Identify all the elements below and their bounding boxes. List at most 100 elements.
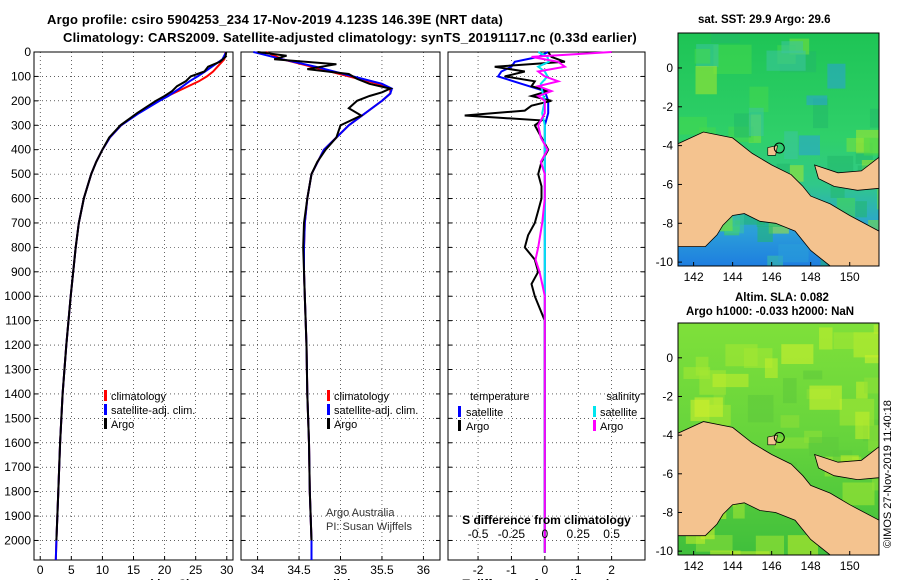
map-cell <box>809 385 842 410</box>
map-y-tick-label: -6 <box>662 177 673 191</box>
sla-map-title-line1: Altim. SLA: 0.082 <box>735 292 829 304</box>
y-tick-label: 1500 <box>4 411 31 425</box>
map-cell <box>764 358 778 379</box>
y-tick-label: 300 <box>11 118 31 132</box>
map-cell <box>774 437 809 449</box>
y-tick-label: 600 <box>11 192 31 206</box>
x-tick-label: 34.5 <box>287 563 311 577</box>
map-cell <box>683 367 711 379</box>
legend-label: satellite-adj. clim. <box>111 405 195 417</box>
y-tick-label: 800 <box>11 240 31 254</box>
legend-swatch <box>593 420 596 431</box>
map-cell <box>710 550 741 555</box>
map-y-tick-label: 0 <box>666 351 673 365</box>
chart-title-line2: Climatology: CARS2009. Satellite-adjuste… <box>63 30 637 45</box>
y-tick-label: 1300 <box>4 363 31 377</box>
map-cell <box>806 95 828 106</box>
map-cell <box>780 415 800 428</box>
panel-differences <box>447 51 646 561</box>
legend-label: satellite-adj. clim. <box>334 405 418 417</box>
map-cell <box>813 98 829 129</box>
y-tick-label: 0 <box>24 45 31 59</box>
x-tick-label: 1 <box>575 563 582 577</box>
y-tick-label: 2000 <box>4 533 31 547</box>
map-y-tick-label: -2 <box>662 100 673 114</box>
map-y-tick-label: 0 <box>666 61 673 75</box>
y-tick-label: 1800 <box>4 485 31 499</box>
legend-swatch <box>104 418 107 429</box>
legend-swatch <box>593 406 596 417</box>
y-tick-label: 1000 <box>4 289 31 303</box>
legend-label: climatology <box>111 391 167 403</box>
map-cell <box>809 437 839 457</box>
map-y-tick-label: -4 <box>662 428 673 442</box>
map-cell <box>873 324 879 334</box>
x-axis-label: T difference from climatology <box>462 577 630 580</box>
map-y-tick-label: -8 <box>662 505 673 519</box>
x-tick-label: 10 <box>96 563 110 577</box>
map-cell <box>842 482 875 506</box>
land-new-guinea <box>678 421 879 555</box>
map-cell <box>784 131 798 160</box>
map-cell <box>830 185 845 199</box>
map-cell <box>855 411 870 440</box>
legend-label: Argo <box>466 421 489 433</box>
legend-label: climatology <box>334 391 390 403</box>
map-x-tick-label: 146 <box>762 270 782 284</box>
map-cell <box>877 186 879 210</box>
map-cell <box>747 394 774 423</box>
x-tick-label: 20 <box>158 563 172 577</box>
x-tick-label: 35 <box>334 563 348 577</box>
x-tick-label: 25 <box>189 563 203 577</box>
map-cell <box>869 108 879 128</box>
x-tick-label: 36 <box>417 563 431 577</box>
legend-swatch <box>327 418 330 429</box>
x-tick-label-s: 0.25 <box>567 527 591 541</box>
map-cell <box>871 478 879 491</box>
y-tick-label: 700 <box>11 216 31 230</box>
map-cell <box>711 33 740 44</box>
map-x-tick-label: 150 <box>840 270 860 284</box>
map-cell <box>766 50 806 71</box>
map-cell <box>749 86 769 113</box>
map-cell <box>833 332 858 349</box>
map-x-tick-label: 142 <box>684 270 704 284</box>
y-tick-label: 1400 <box>4 387 31 401</box>
x-tick-label: 30 <box>220 563 234 577</box>
x-tick-label: 35.5 <box>370 563 394 577</box>
x-tick-label-s: 0.5 <box>603 527 620 541</box>
x-axis-label: temperature (deg C) <box>76 577 190 580</box>
chart-title-line1: Argo profile: csiro 5904253_234 17-Nov-2… <box>46 12 503 27</box>
map-x-tick-label: 148 <box>801 270 821 284</box>
y-tick-label: 1700 <box>4 460 31 474</box>
map-cell <box>730 551 770 555</box>
x-tick-label: -1 <box>506 563 517 577</box>
map-content <box>678 33 879 266</box>
series-line-s-argo <box>531 51 612 553</box>
map-frame <box>677 32 880 267</box>
y-tick-label: 1600 <box>4 436 31 450</box>
map-cell <box>827 63 846 89</box>
map-cell <box>748 107 764 137</box>
map-cell <box>733 493 745 519</box>
map-cell <box>855 201 867 218</box>
argo-float-marker <box>773 142 785 154</box>
map-x-tick-label: 148 <box>801 559 821 573</box>
legend-label: satellite <box>466 407 503 419</box>
panel-temperature <box>33 51 234 561</box>
x-axis-label-top: S difference from climatology <box>462 513 631 527</box>
map-cell <box>877 139 879 161</box>
map-cell <box>755 535 785 555</box>
x-tick-label: 5 <box>68 563 75 577</box>
map-cell <box>713 44 752 75</box>
x-tick-label: 0 <box>37 563 44 577</box>
y-tick-label: 1200 <box>4 338 31 352</box>
map-y-tick-label: -2 <box>662 389 673 403</box>
map-y-tick-label: -4 <box>662 139 673 153</box>
series-line-argo <box>257 51 394 541</box>
legend-title-salinity: salinity <box>606 391 640 403</box>
legend-label: satellite <box>600 407 637 419</box>
annotation-line: Argo Australia <box>326 507 395 519</box>
land-island <box>767 145 778 156</box>
legend-swatch <box>327 390 330 401</box>
